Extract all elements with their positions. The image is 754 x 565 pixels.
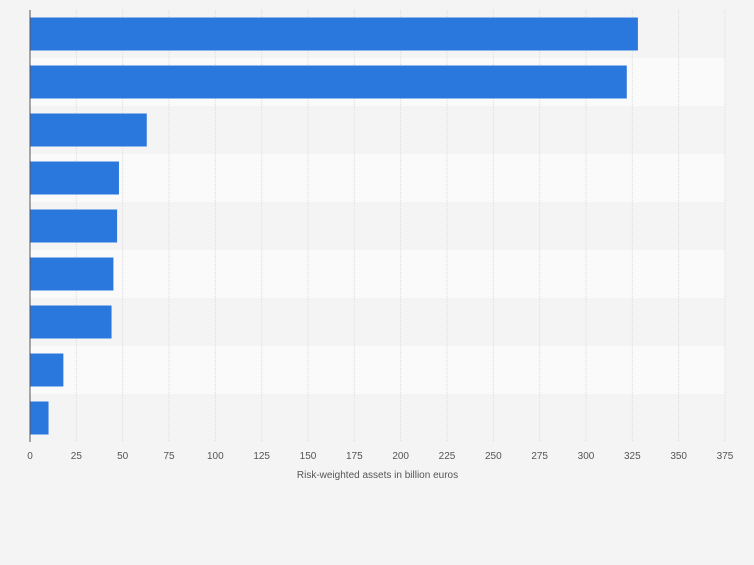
x-axis-label: Risk-weighted assets in billion euros — [297, 470, 458, 481]
row-band — [30, 154, 725, 202]
bar[interactable] — [30, 209, 118, 243]
row-band — [30, 202, 725, 250]
x-tick-label: 150 — [300, 451, 317, 462]
x-tick-label: 0 — [27, 451, 33, 462]
bar[interactable] — [30, 161, 119, 195]
x-tick-label: 375 — [717, 451, 734, 462]
row-band — [30, 250, 725, 298]
row-band — [30, 346, 725, 394]
x-tick-label: 325 — [624, 451, 641, 462]
x-tick-label: 250 — [485, 451, 502, 462]
x-tick-label: 25 — [71, 451, 83, 462]
x-tick-label: 125 — [253, 451, 270, 462]
bar[interactable] — [30, 65, 627, 99]
bar[interactable] — [30, 353, 64, 387]
x-tick-label: 300 — [578, 451, 595, 462]
bar[interactable] — [30, 401, 49, 435]
x-tick-label: 175 — [346, 451, 363, 462]
bar[interactable] — [30, 113, 147, 147]
row-band — [30, 298, 725, 346]
x-tick-label: 100 — [207, 451, 224, 462]
bar[interactable] — [30, 305, 112, 339]
bars — [30, 17, 638, 435]
bar[interactable] — [30, 257, 114, 291]
x-axis-ticks: 0 25 50 75 100 125 150 175 200 225 250 275 300 325 350… — [27, 451, 734, 462]
x-tick-label: 275 — [531, 451, 548, 462]
bar[interactable] — [30, 17, 638, 51]
x-tick-label: 350 — [670, 451, 687, 462]
row-band — [30, 394, 725, 442]
x-tick-label: 225 — [439, 451, 456, 462]
x-tick-label: 200 — [392, 451, 409, 462]
x-tick-label: 50 — [117, 451, 129, 462]
x-tick-label: 75 — [163, 451, 175, 462]
